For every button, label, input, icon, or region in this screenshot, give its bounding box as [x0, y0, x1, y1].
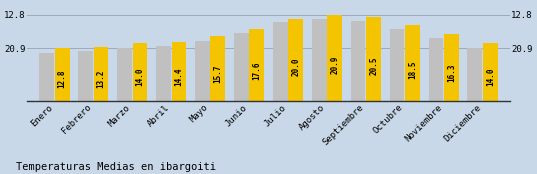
Bar — [390, 29, 404, 101]
Bar — [483, 44, 498, 101]
Bar — [117, 48, 132, 101]
Text: 14.0: 14.0 — [486, 68, 495, 86]
Bar — [156, 46, 171, 101]
Text: 17.6: 17.6 — [252, 62, 262, 80]
Bar — [195, 41, 209, 101]
Text: 20.9: 20.9 — [330, 56, 339, 74]
Bar — [249, 29, 264, 101]
Text: Temperaturas Medias en ibargoiti: Temperaturas Medias en ibargoiti — [16, 162, 216, 172]
Text: 20.0: 20.0 — [291, 57, 300, 76]
Bar — [311, 19, 326, 101]
Bar — [93, 47, 108, 101]
Text: 13.2: 13.2 — [97, 69, 106, 88]
Bar — [273, 22, 288, 101]
Bar — [429, 38, 444, 101]
Bar — [133, 44, 147, 101]
Text: 14.4: 14.4 — [175, 67, 184, 86]
Bar — [351, 21, 366, 101]
Bar — [288, 19, 303, 101]
Bar — [211, 37, 226, 101]
Bar — [55, 49, 69, 101]
Bar — [405, 25, 420, 101]
Text: 14.0: 14.0 — [135, 68, 144, 86]
Bar — [78, 51, 93, 101]
Bar — [328, 15, 342, 101]
Bar — [39, 53, 54, 101]
Bar — [234, 33, 249, 101]
Bar — [171, 42, 186, 101]
Bar — [366, 17, 381, 101]
Bar — [444, 34, 459, 101]
Text: 20.5: 20.5 — [369, 57, 378, 75]
Text: 18.5: 18.5 — [408, 60, 417, 78]
Text: 15.7: 15.7 — [213, 65, 222, 83]
Text: 16.3: 16.3 — [447, 64, 456, 82]
Text: 12.8: 12.8 — [57, 70, 67, 88]
Bar — [468, 48, 482, 101]
